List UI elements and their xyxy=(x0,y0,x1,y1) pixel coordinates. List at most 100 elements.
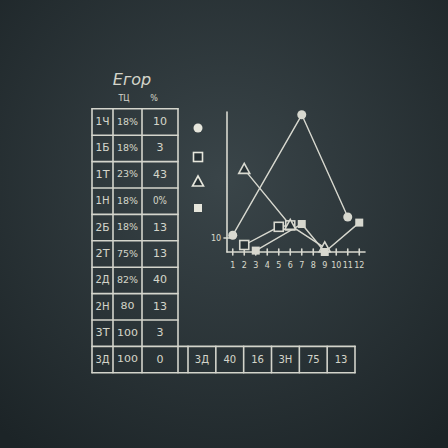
data-point xyxy=(321,248,329,256)
table-cell: 18% xyxy=(117,196,138,206)
legend-symbol xyxy=(194,124,203,133)
x-tick xyxy=(266,249,268,255)
x-tick xyxy=(347,249,349,255)
table-cell: 75 xyxy=(307,354,320,365)
table-line xyxy=(92,161,178,163)
x-tick-label: 5 xyxy=(276,261,281,270)
table-cell: 1Б xyxy=(96,141,110,154)
data-point xyxy=(228,231,237,240)
table-cell: 75% xyxy=(117,249,138,259)
data-point xyxy=(274,222,283,231)
x-tick-label: 10 xyxy=(331,261,341,270)
table-cell: 13 xyxy=(153,247,167,260)
table-line xyxy=(354,346,356,372)
table: ЕгорТЦ%1Ч18%101Б18%31Т23%431Н18%0%2Б18%1… xyxy=(92,70,355,373)
x-tick xyxy=(335,249,337,255)
x-tick xyxy=(312,249,314,255)
x-tick-label: 9 xyxy=(322,261,327,270)
table-cell: 1Т xyxy=(96,168,110,181)
table-title: Егор xyxy=(113,70,151,89)
column-header: % xyxy=(150,94,158,103)
x-tick xyxy=(278,249,280,255)
x-tick-label: 11 xyxy=(343,261,353,270)
table-cell: 40 xyxy=(223,354,236,365)
table-line xyxy=(299,346,301,372)
table-cell: 23% xyxy=(117,169,138,179)
table-cell: 18% xyxy=(117,222,138,232)
data-point xyxy=(297,110,306,119)
table-line xyxy=(92,108,178,110)
table-cell: 100 xyxy=(117,328,138,338)
legend-symbol xyxy=(194,204,202,212)
table-line xyxy=(215,346,217,372)
table-cell: 3Д xyxy=(195,354,209,365)
table-cell: 13 xyxy=(335,354,348,365)
x-tick-label: 8 xyxy=(311,261,316,270)
table-cell: 82% xyxy=(117,275,138,285)
data-point xyxy=(252,247,260,255)
table-line xyxy=(92,134,178,136)
series-line xyxy=(244,169,324,247)
series-line xyxy=(233,115,348,235)
table-line xyxy=(92,319,178,321)
chalkboard: ЕгорТЦ%1Ч18%101Б18%31Т23%431Н18%0%2Б18%1… xyxy=(0,0,448,448)
table-cell: 0 xyxy=(157,353,164,366)
table-line xyxy=(92,266,178,268)
x-tick-label: 7 xyxy=(299,261,304,270)
table-line xyxy=(92,187,178,189)
table-cell: 2Н xyxy=(96,300,110,313)
y-axis xyxy=(226,112,228,252)
table-line xyxy=(92,346,355,348)
plot-area xyxy=(228,110,363,256)
table-line xyxy=(92,293,178,295)
table-cell: 3Н xyxy=(278,354,292,365)
table-cell: 13 xyxy=(153,300,167,313)
table-cell: 3 xyxy=(157,326,164,339)
table-line xyxy=(92,240,178,242)
table-cell: 1Ч xyxy=(96,115,110,128)
data-point xyxy=(343,213,352,222)
x-tick-label: 1 xyxy=(230,261,235,270)
table-cell: 18% xyxy=(117,143,138,153)
data-point xyxy=(240,241,249,250)
table-cell: 1Н xyxy=(96,194,110,207)
x-tick-label: 6 xyxy=(288,261,293,270)
x-tick-label: 2 xyxy=(242,261,247,270)
data-point xyxy=(239,163,250,173)
table-line xyxy=(243,346,245,372)
table-cell: 100 xyxy=(117,354,138,364)
table-cell: 2Б xyxy=(96,221,110,234)
table-cell: 2Т xyxy=(96,247,110,260)
x-tick-label: 3 xyxy=(253,261,258,270)
y-tick-label: 10 xyxy=(211,234,221,243)
series-line xyxy=(256,223,359,252)
table-cell: 40 xyxy=(153,273,167,286)
x-tick xyxy=(289,249,291,255)
table-cell: 0% xyxy=(153,194,167,207)
table-cell: 18% xyxy=(117,117,138,127)
table-cell: 16 xyxy=(251,354,264,365)
legend-symbol xyxy=(194,153,203,162)
table-line xyxy=(92,372,355,374)
x-axis xyxy=(227,251,365,253)
data-point xyxy=(285,219,296,229)
data-point xyxy=(298,220,306,228)
table-cell: 80 xyxy=(121,301,135,311)
table-cell: 3Т xyxy=(96,326,110,339)
x-tick xyxy=(301,249,303,255)
table-cell: 3 xyxy=(157,141,164,154)
legend-symbol xyxy=(193,176,204,186)
legend xyxy=(193,124,204,213)
x-tick xyxy=(358,249,360,255)
table-cell: 13 xyxy=(153,221,167,234)
table-cell: 10 xyxy=(153,115,167,128)
background xyxy=(0,0,448,448)
x-tick-label: 4 xyxy=(265,261,270,270)
table-line xyxy=(271,346,273,372)
x-tick-label: 12 xyxy=(354,261,364,270)
column-header: ТЦ xyxy=(117,94,129,103)
table-cell: 2Д xyxy=(96,273,110,286)
x-tick xyxy=(232,249,234,255)
table-cell: 43 xyxy=(153,168,167,181)
chart: 12345678910111210 xyxy=(211,110,365,269)
